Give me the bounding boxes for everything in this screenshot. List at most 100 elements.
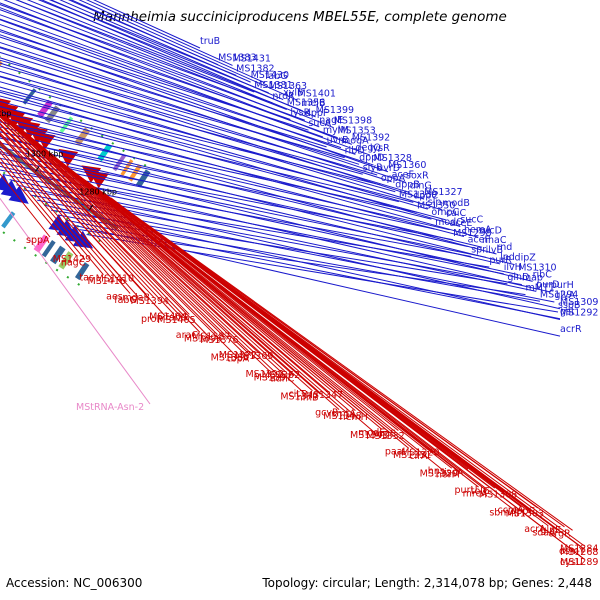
reverse-gene-label: MS1380 [211, 353, 249, 364]
forward-gene-leader [0, 30, 309, 131]
reverse-gene-leader [0, 148, 112, 279]
reverse-gene-label: sppA [26, 235, 50, 246]
forward-gene-label: slyB [363, 162, 383, 173]
forward-gene-label: lysR [290, 107, 310, 118]
forward-gene-leader [48, 0, 237, 76]
reverse-gene-label: MS1397 [254, 372, 292, 383]
reverse-gene-label: araC [176, 330, 199, 341]
reverse-gene-label: fabG [165, 312, 188, 323]
forward-gene-label: MS1431 [233, 53, 271, 64]
reverse-gene-label: MS1331 [393, 450, 431, 461]
reverse-gene-label: MS1429 [53, 254, 91, 265]
forward-gene-leader [0, 111, 432, 220]
reverse-gene-label: osmY [559, 546, 585, 557]
forward-gene-label: rnd [496, 242, 512, 253]
forward-gene-label: ribD [345, 146, 365, 157]
reverse-gene-leader [0, 151, 104, 276]
forward-gene-label: nrdR [272, 91, 295, 102]
reverse-gene-label: lppC [514, 506, 536, 517]
forward-gene-label: lysR [370, 143, 390, 154]
reverse-gene-leader [0, 112, 321, 395]
reverse-gene-label: ccmA [497, 505, 524, 516]
forward-gene-label: glnD [507, 272, 529, 283]
forward-gene-label: slp [428, 197, 442, 208]
reverse-gene-leader [0, 112, 391, 434]
reverse-gene-leader [0, 142, 131, 294]
reverse-gene-label: MS1343 [350, 430, 388, 441]
scale-tick-label: 1280 kbp [79, 187, 117, 196]
forward-gene-label: MS1328 [374, 153, 412, 164]
forward-gene-label: dppF [305, 108, 329, 119]
forward-gene-leader [67, 0, 219, 66]
forward-gene-leader [0, 18, 291, 120]
reverse-gene-label: MS1303 [506, 508, 544, 519]
forward-gene-leader [86, 0, 233, 66]
forward-gene-leader [37, 0, 269, 94]
reverse-gene-label: gcvR [315, 408, 339, 419]
reverse-gene-label: MS1377 [280, 391, 318, 402]
forward-gene-label: mMT1 [525, 283, 554, 294]
forward-gene-label: soxR [406, 170, 429, 181]
reverse-gene-label: MS1320 [401, 447, 439, 458]
reverse-gene-label: smtA [331, 409, 356, 420]
forward-gene-leader [93, 0, 201, 49]
forward-gene-leader [0, 41, 374, 166]
forward-gene-label: uvrD [377, 163, 400, 174]
reverse-gene-leader [0, 111, 330, 393]
reverse-gene-label: MS1284 [560, 544, 598, 555]
reverse-gene-label: MS1348 [323, 411, 361, 422]
rev-cog-block-62 [97, 143, 113, 162]
reverse-gene-label: iscA [444, 467, 464, 478]
forward-gene-label: truB [200, 36, 220, 47]
reverse-gene-label: tolC [471, 486, 490, 497]
rev-cog-block-67 [135, 169, 151, 188]
forward-gene-label: MS1350 [417, 200, 455, 211]
reverse-gene-label: argS [374, 429, 396, 440]
genome-summary-text: Topology: circular; Length: 2,314,078 bp… [262, 576, 592, 590]
forward-gene-label: nagE [319, 115, 343, 126]
forward-gene-label: sucC [460, 215, 483, 226]
reverse-gene-label: MS1396 [184, 334, 222, 345]
forward-gene-label: purH [551, 280, 574, 291]
reverse-gene-label: MS1404 [149, 311, 187, 322]
forward-gene-leader [0, 106, 400, 203]
forward-gene-label: MS1383 [218, 53, 256, 64]
forward-gene-label: modC [435, 217, 463, 228]
forward-gene-label: MS1398 [334, 116, 372, 127]
reverse-gene-label: tas [79, 273, 94, 284]
forward-gene-label: MS1327 [424, 187, 462, 198]
scale-tick-label: 1320 kbp [0, 109, 11, 118]
forward-gene-label: MS1430 [251, 70, 289, 81]
scale-tick-mark [34, 166, 40, 172]
fwd-cog-block-58 [1, 211, 16, 229]
forward-gene-label: MS1381 [254, 80, 292, 91]
reverse-gene-leader [0, 122, 209, 337]
reverse-gene-label: proP [141, 314, 163, 325]
forward-gene-label: MS1310 [518, 263, 556, 274]
forward-gene-leader [0, 47, 407, 183]
reverse-gene-label: fabG [114, 295, 137, 306]
fwd-arrow-58 [8, 185, 29, 204]
rev-cog-block-52 [22, 88, 37, 105]
rna-gene-leader [0, 197, 151, 405]
reverse-gene-leader [0, 134, 147, 295]
reverse-gene-leader [0, 111, 348, 414]
reverse-gene-leader [0, 140, 121, 277]
reverse-gene-leader [0, 132, 155, 299]
forward-gene-leader [0, 59, 345, 159]
forward-gene-leader [78, 0, 266, 84]
reverse-gene-label: MS1308 [479, 490, 517, 501]
scale-tick-label: 1300 kbp [26, 149, 64, 158]
reverse-gene-label: adhC [270, 373, 295, 384]
forward-gene-label: sucD [478, 225, 502, 236]
forward-gene-label: ompC [431, 207, 459, 218]
forward-gene-leader [0, 46, 327, 148]
reverse-gene-label: nfnB [297, 392, 319, 403]
forward-gene-label: caiC [446, 208, 467, 219]
reverse-gene-label: MS1347 [305, 390, 343, 401]
forward-gene-label: dinG [410, 180, 432, 191]
reverse-gene-label: hemH [340, 412, 368, 423]
forward-gene-label: fabG [265, 71, 288, 82]
reverse-gene-label: MS1376 [200, 335, 238, 346]
